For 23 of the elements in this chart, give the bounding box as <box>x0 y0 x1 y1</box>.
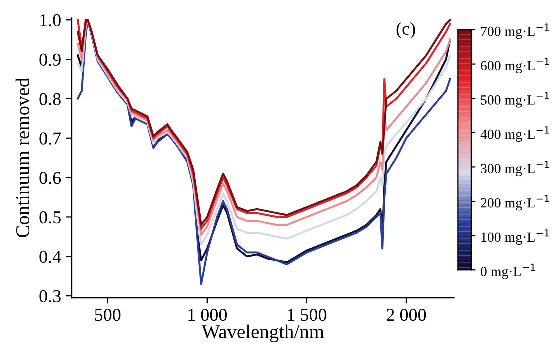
color-bar-label: 100 mg·L$^{−1}$ <box>482 230 550 245</box>
color-bar-label: 0 mg·L$^{−1}$ <box>481 264 536 280</box>
y-tick-label: 0.7 <box>40 132 62 145</box>
color-bar-label: 200 mg·L$^{−1}$ <box>481 195 550 211</box>
x-tick-label: 500 <box>95 308 121 322</box>
color-bar-label: 500 mg·L$^{−1}$ <box>481 92 550 108</box>
color-bar-label: 300 mg·L$^{−1}$ <box>481 160 550 176</box>
x-axis-title: Wavelength/nm <box>202 324 324 343</box>
y-tick-label: 0.3 <box>40 290 61 303</box>
y-tick-label: 0.8 <box>40 93 61 106</box>
y-tick-label: 0.9 <box>40 54 61 66</box>
y-axis-title: Continuum removed <box>16 78 30 238</box>
color-bar-label: 700 mg·L$^{−1}$ <box>481 24 550 40</box>
x-tick-label: 1 500 <box>288 308 327 322</box>
y-tick-label: 1.0 <box>40 14 61 27</box>
annotation: (c) <box>396 22 416 39</box>
y-tick-label: 0.4 <box>40 250 62 264</box>
color-bar-label: 400 mg·L$^{−1}$ <box>480 126 550 142</box>
color-bar-label: 600 mg·L$^{−1}$ <box>481 58 550 74</box>
y-tick-label: 0.5 <box>40 211 61 224</box>
x-tick-label: 2 000 <box>386 308 426 322</box>
y-tick-label: 0.6 <box>40 172 62 184</box>
x-tick-label: 1 000 <box>188 308 228 322</box>
